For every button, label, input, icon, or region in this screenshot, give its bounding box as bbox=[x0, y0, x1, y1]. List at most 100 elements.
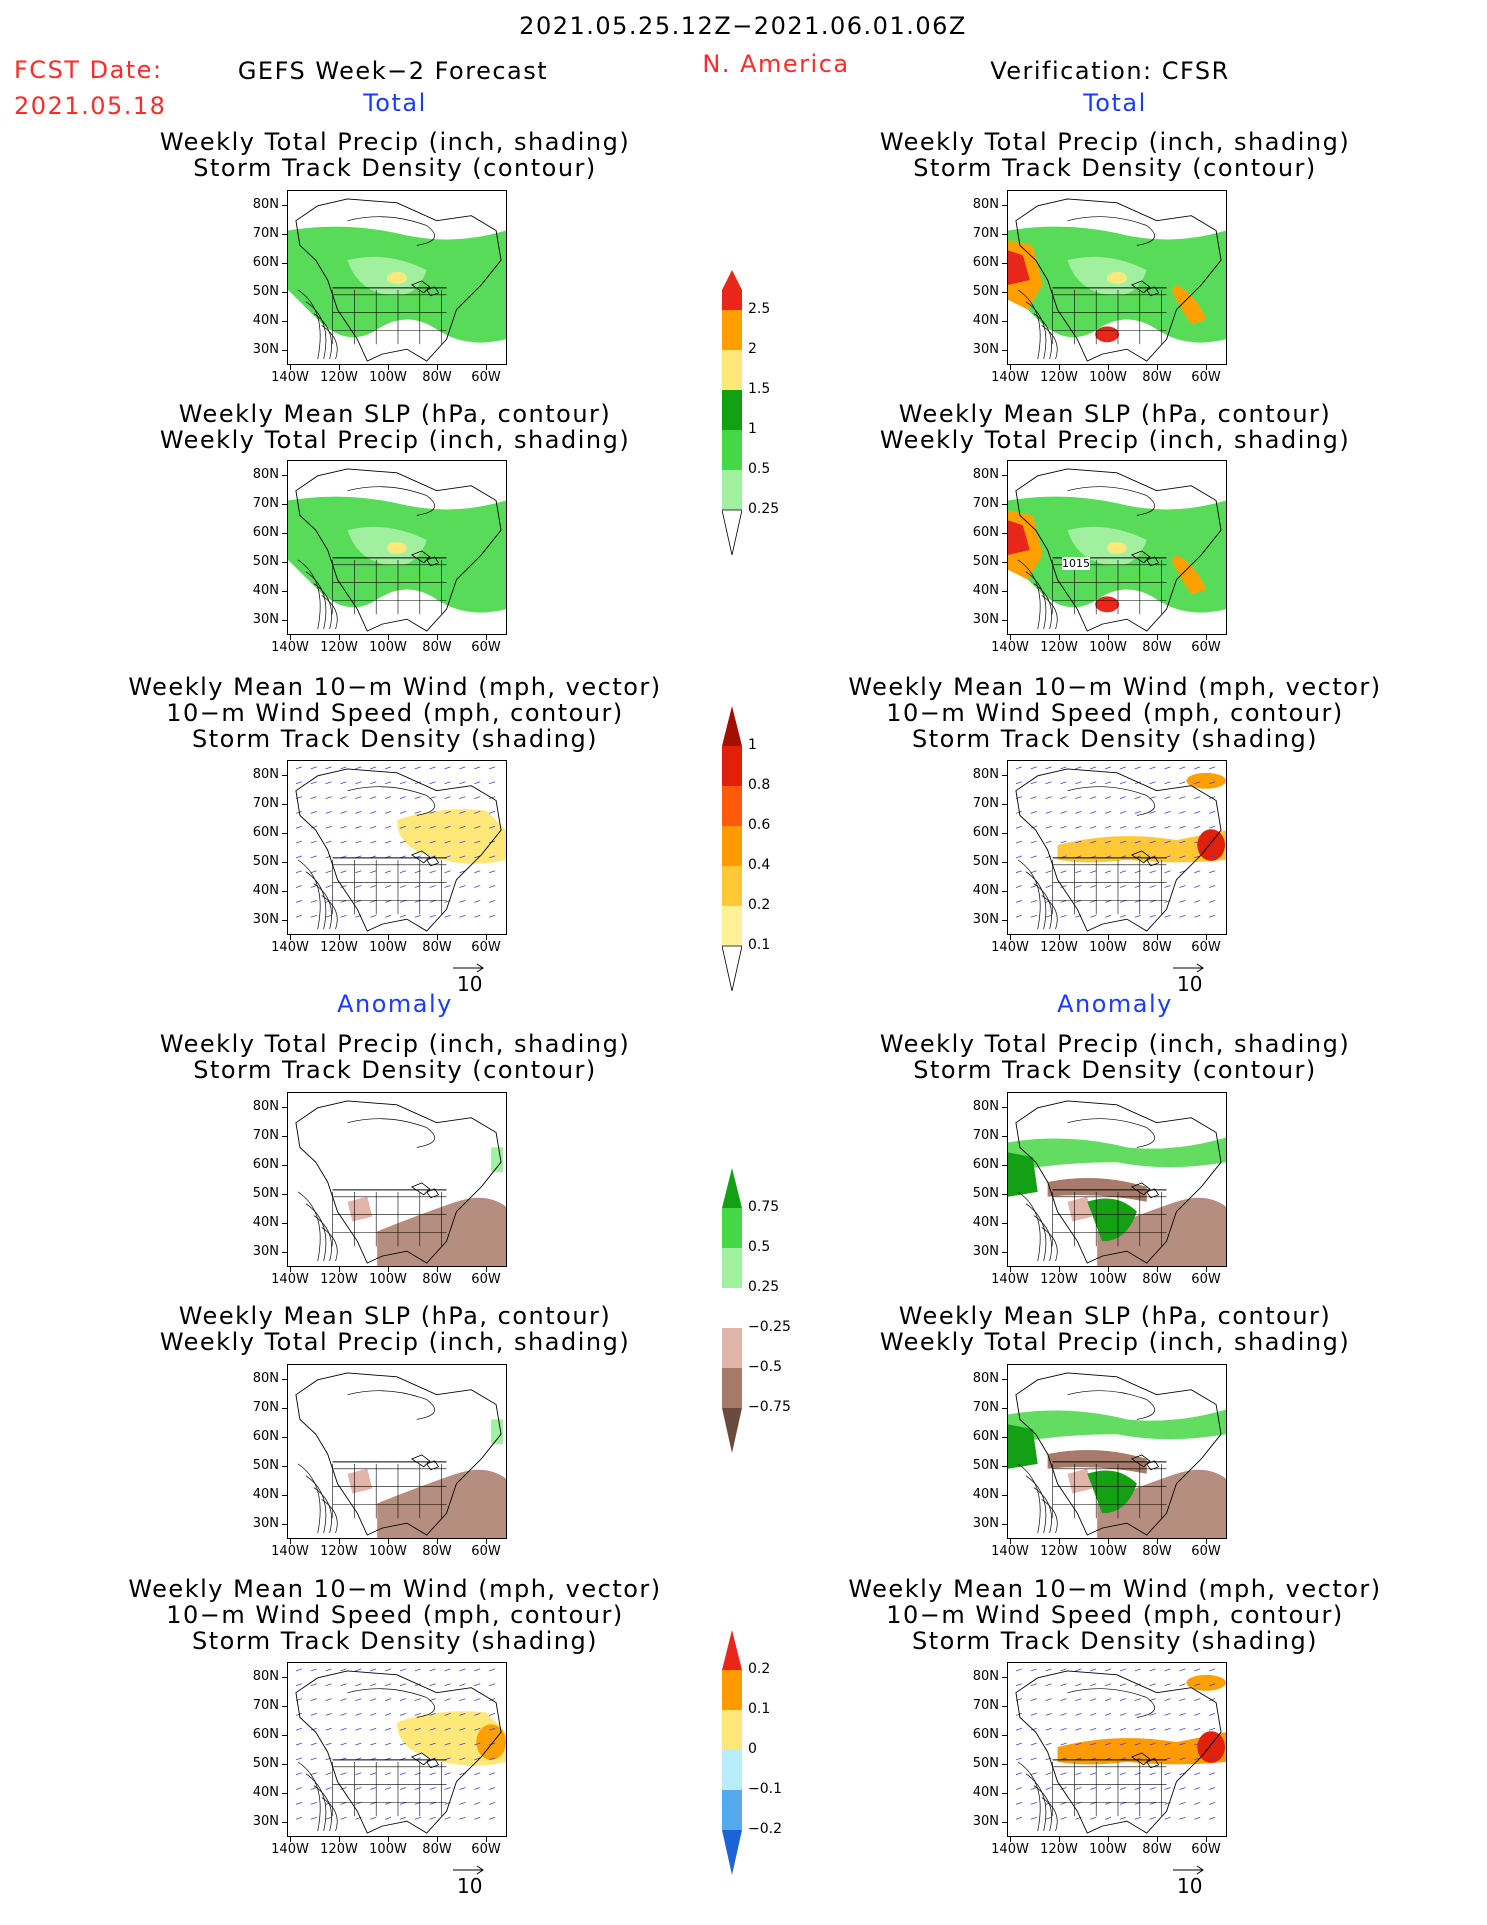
contour-line bbox=[1017, 859, 1041, 930]
wind-vector bbox=[295, 900, 302, 903]
wind-vector bbox=[370, 870, 377, 874]
wind-vector bbox=[1045, 811, 1052, 814]
contour-line bbox=[347, 216, 435, 246]
wind-vector bbox=[414, 825, 421, 829]
wind-vector bbox=[1209, 1713, 1216, 1716]
cb-seg-6 bbox=[722, 1368, 742, 1408]
contour-line bbox=[1025, 571, 1047, 630]
wind-vector bbox=[1209, 855, 1216, 859]
period-title: 2021.05.25.12Z−2021.06.01.06Z bbox=[519, 12, 967, 40]
lon-label: 140W bbox=[991, 640, 1029, 655]
lat-tick bbox=[1002, 1379, 1007, 1380]
wind-vector bbox=[325, 855, 332, 859]
lat-label: 60N bbox=[972, 525, 999, 540]
cb-seg-7 bbox=[722, 509, 742, 555]
panel-title-2-right-line-0: Weekly Mean 10−m Wind (mph, vector) bbox=[848, 673, 1382, 701]
contour-line bbox=[1025, 1773, 1047, 1832]
wind-vector bbox=[1045, 1668, 1052, 1672]
wind-vector bbox=[295, 1802, 302, 1805]
great-lakes bbox=[411, 1454, 440, 1471]
vector-reference-label: 10 bbox=[457, 972, 483, 996]
wind-vector bbox=[1104, 781, 1112, 785]
cb-precip-anom-label-0: 0.75 bbox=[748, 1199, 780, 1215]
wind-vector bbox=[1090, 885, 1097, 888]
wind-vector bbox=[1104, 811, 1112, 814]
lon-label: 100W bbox=[1089, 370, 1127, 385]
wind-vector bbox=[310, 1802, 317, 1805]
panel-title-5-left-line-2: Storm Track Density (shading) bbox=[191, 1627, 599, 1655]
wind-vector bbox=[1104, 796, 1112, 799]
wind-vector bbox=[399, 1772, 407, 1776]
wind-vector bbox=[1090, 870, 1097, 874]
wind-vector bbox=[310, 825, 317, 829]
lon-tick bbox=[486, 635, 487, 640]
lat-tick bbox=[1002, 475, 1007, 476]
lon-tick bbox=[388, 365, 389, 370]
wind-vector bbox=[489, 1742, 496, 1746]
wind-vector bbox=[1194, 1787, 1201, 1790]
lat-tick bbox=[1002, 862, 1007, 863]
wind-vector bbox=[1075, 1727, 1082, 1731]
wind-vector bbox=[1015, 811, 1022, 814]
map-panel-2-left bbox=[287, 760, 507, 935]
wind-vector bbox=[325, 766, 332, 770]
lon-tick bbox=[1010, 365, 1011, 370]
contour-line bbox=[297, 1191, 321, 1262]
wind-vector bbox=[444, 781, 451, 785]
wind-vector bbox=[1209, 1698, 1216, 1701]
wind-vector bbox=[355, 1787, 362, 1790]
map-panel-3-right bbox=[1007, 1092, 1227, 1267]
precip-coast-peak bbox=[1008, 250, 1030, 285]
wind-vector bbox=[444, 914, 451, 918]
wind-vector bbox=[1045, 825, 1052, 829]
wind-vector bbox=[1104, 914, 1112, 918]
contour-line bbox=[1017, 1463, 1041, 1534]
lat-tick bbox=[1002, 1223, 1007, 1224]
wind-vector bbox=[1090, 825, 1097, 829]
wind-vector bbox=[1164, 811, 1171, 814]
lon-label: 140W bbox=[271, 370, 309, 385]
wind-vector bbox=[459, 796, 466, 799]
wind-vector bbox=[489, 870, 496, 874]
wind-vector bbox=[1209, 885, 1216, 888]
map-svg bbox=[295, 1100, 506, 1266]
lat-label: 40N bbox=[972, 583, 999, 598]
wind-vector bbox=[1030, 1713, 1037, 1716]
lat-tick bbox=[282, 1466, 287, 1467]
wind-vector bbox=[1075, 1787, 1082, 1790]
map-svg bbox=[1008, 468, 1226, 632]
lon-tick bbox=[486, 1837, 487, 1842]
wind-vector bbox=[310, 1698, 317, 1701]
panel-title-3-left-line-1: Storm Track Density (contour) bbox=[193, 1056, 597, 1084]
wind-vector bbox=[1030, 840, 1037, 844]
wind-vector bbox=[1134, 1713, 1141, 1716]
wind-vector bbox=[340, 1772, 347, 1776]
wind-vector bbox=[1194, 914, 1201, 918]
storm-anom-max bbox=[476, 1724, 506, 1760]
wind-vector bbox=[384, 900, 392, 903]
wind-vector bbox=[1104, 1802, 1112, 1805]
lat-tick bbox=[282, 862, 287, 863]
lon-tick bbox=[1059, 1267, 1060, 1272]
wind-vector bbox=[399, 1802, 407, 1805]
wind-vector bbox=[1015, 1713, 1022, 1716]
panel-title-0-left-line-0: Weekly Total Precip (inch, shading) bbox=[159, 128, 631, 156]
wind-vector bbox=[489, 1698, 496, 1701]
map-svg bbox=[288, 468, 506, 632]
wind-vector bbox=[474, 1772, 481, 1776]
lon-label: 140W bbox=[271, 640, 309, 655]
wind-vector bbox=[1090, 1668, 1097, 1672]
wind-vector bbox=[1209, 1772, 1216, 1776]
wind-vector bbox=[1015, 870, 1022, 874]
lon-tick bbox=[339, 1539, 340, 1544]
lat-label: 80N bbox=[972, 1669, 999, 1684]
wind-vector bbox=[1119, 900, 1127, 903]
wind-vector bbox=[384, 1713, 392, 1716]
wind-vector bbox=[399, 840, 407, 844]
lat-label: 30N bbox=[972, 1244, 999, 1259]
storm-shading bbox=[397, 1711, 506, 1766]
wind-vector bbox=[325, 885, 332, 888]
wind-vector bbox=[355, 885, 362, 888]
lon-tick bbox=[1108, 1267, 1109, 1272]
lon-tick bbox=[339, 1267, 340, 1272]
